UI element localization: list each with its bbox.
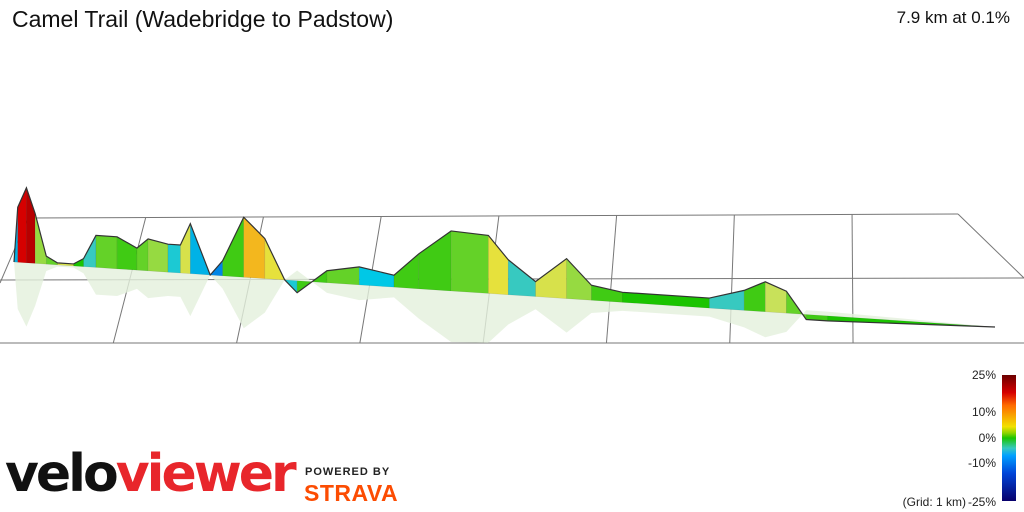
- gradient-segment: [180, 223, 191, 274]
- reflection-shape: [14, 262, 995, 343]
- gradient-segment: [167, 243, 181, 274]
- profile-reflection: [14, 262, 995, 343]
- route-title: Camel Trail (Wadebridge to Padstow): [12, 6, 394, 32]
- powered-by-label: POWERED BY: [305, 466, 391, 478]
- gradient-segment: [450, 230, 489, 294]
- gradient-bands: [13, 187, 996, 328]
- grid-right-edge: [957, 213, 1024, 279]
- logo-viewer: viewer: [115, 444, 297, 504]
- gradient-segment: [591, 284, 623, 303]
- grid-scale-note: (Grid: 1 km): [902, 495, 966, 509]
- grid-back-edge: [27, 213, 959, 219]
- legend-label-minus-10: -10%: [967, 456, 996, 470]
- gradient-segment: [418, 230, 452, 292]
- legend-label-10: 10%: [971, 405, 996, 419]
- gradient-segment: [95, 235, 118, 270]
- profile-ridge-line: [13, 186, 996, 328]
- gradient-segment: [222, 217, 244, 278]
- gradient-segment: [17, 187, 27, 264]
- route-summary: 7.9 km at 0.1%: [896, 8, 1010, 27]
- grid-km-line: [605, 215, 618, 344]
- gradient-segment: [709, 290, 745, 311]
- gradient-color-scale: [1002, 375, 1016, 501]
- legend-label-25: 25%: [971, 368, 996, 382]
- legend-label-0: 0%: [978, 431, 996, 445]
- grid-km-line: [851, 214, 854, 344]
- gradient-segment: [488, 234, 509, 296]
- gradient-segment: [566, 257, 592, 301]
- gradient-segment: [83, 235, 97, 268]
- veloviewer-logo[interactable]: veloviewer: [5, 448, 297, 500]
- legend-label-minus-25: -25%: [967, 495, 996, 509]
- gradient-segment: [358, 266, 395, 288]
- logo-velo: velo: [5, 444, 119, 504]
- strava-logo[interactable]: STRAVA: [304, 480, 399, 506]
